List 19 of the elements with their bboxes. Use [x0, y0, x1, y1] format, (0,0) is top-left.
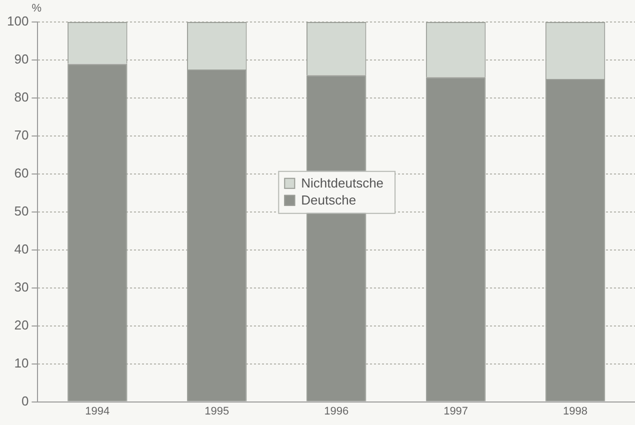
y-tick-label: 100 — [6, 14, 29, 29]
x-tick-label: 1997 — [444, 405, 468, 418]
legend-label: Deutsche — [301, 192, 356, 208]
y-tick-label: 50 — [14, 203, 29, 218]
y-axis-title: % — [32, 2, 42, 15]
y-tick-label: 90 — [14, 52, 29, 67]
y-tick-label: 30 — [14, 279, 29, 294]
x-tick-label: 1996 — [324, 405, 349, 418]
y-tick-label: 60 — [14, 166, 29, 180]
y-tick-label: 40 — [14, 241, 29, 256]
y-tick-label: 80 — [14, 90, 29, 105]
y-tick-label: 0 — [21, 393, 29, 408]
y-tick-label: 70 — [14, 128, 29, 143]
x-tick-label: 1998 — [563, 405, 588, 418]
y-tick-label: 20 — [14, 317, 29, 332]
legend-label: Nichtdeutsche — [301, 175, 384, 190]
x-tick-label: 1994 — [85, 405, 110, 418]
y-tick-label: 10 — [14, 355, 29, 370]
x-tick-label: 1995 — [204, 405, 230, 418]
